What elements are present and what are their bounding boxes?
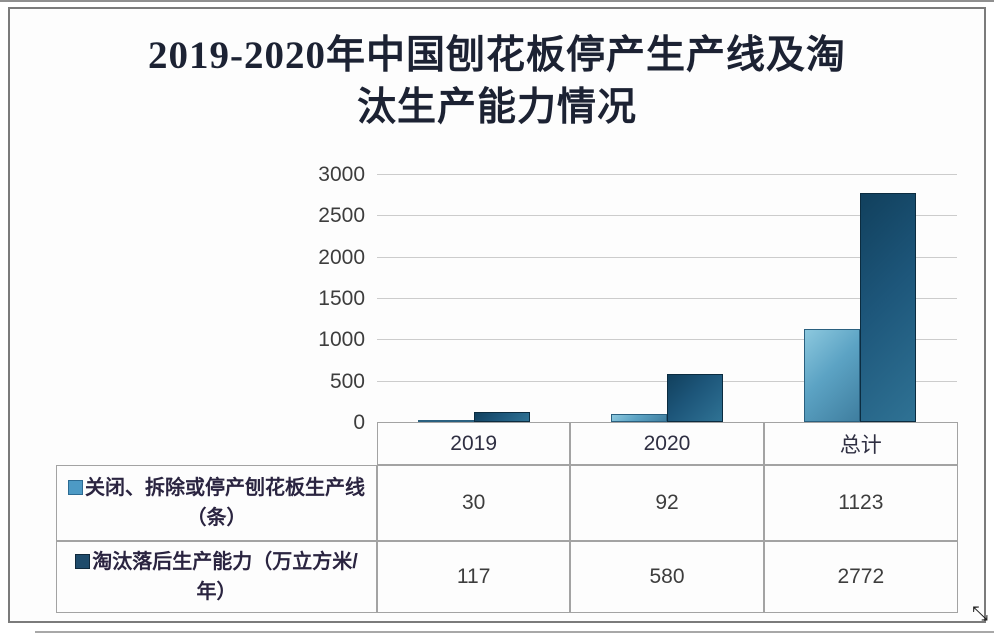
plot-area [377,174,957,422]
legend-text-series2: 淘汰落后生产能力（万立方米/年） [92,551,358,603]
gridline-1500 [377,298,957,299]
gridline-1000 [377,339,957,341]
y-tick-label-2500: 2500 [318,204,365,228]
legend-text-series1: 关闭、拆除或停产刨花板生产线（条） [85,477,365,529]
category-header-2019: 2019 [377,422,571,465]
legend-label-series1: 关闭、拆除或停产刨花板生产线（条） [56,465,377,541]
y-tick-label-1500: 1500 [318,287,365,310]
bar-series1-2019 [417,419,474,422]
y-tick-label-500: 500 [329,369,365,393]
value-cell-series1-总计: 1123 [763,465,958,541]
value-cell-series1-2020: 92 [570,465,764,541]
category-header-2020: 2020 [570,422,764,465]
value-cell-series2-2019: 117 [377,541,571,613]
value-cell-series2-2020: 580 [570,541,764,613]
legend-swatch-series1 [68,480,83,495]
legend-swatch-series2 [75,554,91,569]
value-cell-series1-2019: 30 [377,465,571,541]
gridline-2000 [377,256,957,258]
gridline-2500 [377,215,957,217]
screenshot-bottom-edge [35,631,994,633]
y-tick-label-0: 0 [353,411,365,434]
y-tick-label-1000: 1000 [318,328,365,352]
cursor-artifact: ⤡ [972,603,988,625]
bar-series2-2019 [473,412,530,422]
legend-label-series2: 淘汰落后生产能力（万立方米/年） [56,541,377,613]
bar-series2-2020 [667,374,723,422]
chart-title-line2: 汰生产能力情况 [356,86,637,129]
y-tick-label-3000: 3000 [318,163,365,186]
chart-title-line1: 2019-2020年中国刨花板停产生产线及淘 [148,34,846,77]
chart-outer-frame [8,7,986,623]
bar-series2-总计 [860,192,917,422]
bar-series1-2020 [611,414,667,422]
value-cell-series2-总计: 2772 [763,541,958,613]
bar-series1-总计 [804,329,861,422]
gridline-3000 [377,174,957,175]
y-tick-label-2000: 2000 [318,245,365,269]
screenshot-top-edge [0,0,994,2]
category-header-总计: 总计 [763,422,958,465]
chart-title: 2019-2020年中国刨花板停产生产线及淘 汰生产能力情况 [0,30,994,134]
